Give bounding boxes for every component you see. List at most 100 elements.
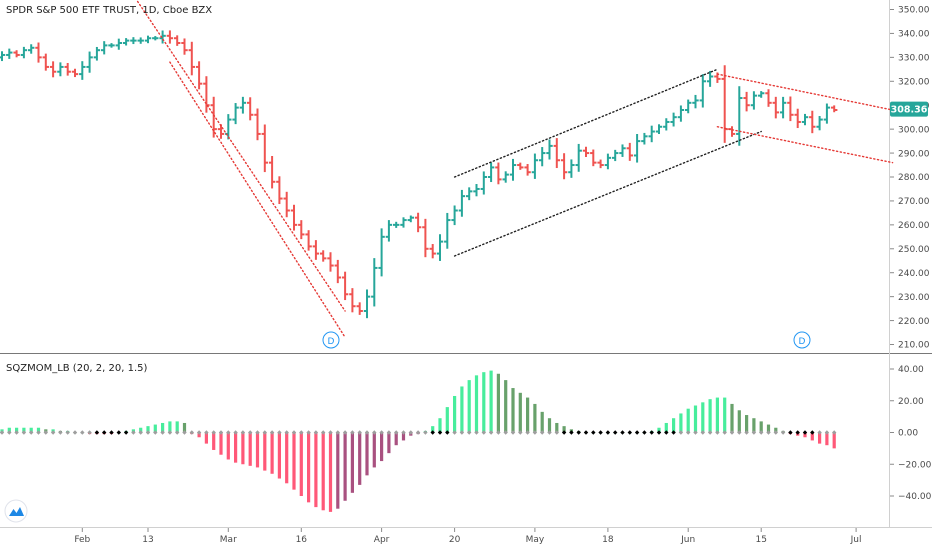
ohlc-bar — [35, 42, 42, 63]
squeeze-off-dot — [737, 430, 742, 435]
ohlc-bar — [794, 108, 801, 129]
price-bars-layer — [0, 30, 838, 319]
ohlc-bar — [553, 138, 560, 169]
squeeze-off-dot — [233, 430, 238, 435]
indicator-pane[interactable] — [0, 354, 890, 527]
ohlc-bar — [765, 89, 772, 107]
squeeze-off-dot — [350, 430, 355, 435]
indicator-tick-label: 20.00 — [898, 397, 924, 407]
histogram-bar — [153, 424, 157, 433]
ohlc-bar — [305, 230, 312, 251]
squeeze-off-dot — [335, 430, 340, 435]
price-tick-label: 290.00 — [898, 149, 930, 159]
ohlc-bar — [831, 105, 838, 113]
last-price-badge-text: 308.36 — [891, 105, 928, 116]
squeeze-on-dot — [561, 430, 567, 435]
squeeze-off-dot — [306, 430, 311, 435]
ohlc-bar — [750, 91, 758, 110]
ohlc-bar — [101, 41, 108, 55]
indicator-axis[interactable]: 40.00 20.00 0.00 −20.00 −40.00 — [890, 365, 932, 502]
histogram-bar — [182, 422, 187, 433]
ohlc-bar — [385, 220, 393, 242]
squeeze-off-dot — [175, 430, 180, 435]
price-tick-label: 350.00 — [898, 6, 930, 16]
histogram-bar — [380, 432, 384, 462]
histogram-bar — [657, 427, 661, 433]
histogram-bar — [533, 403, 537, 433]
squeeze-on-dot — [788, 430, 793, 435]
histogram-bar — [803, 432, 807, 438]
histogram-bar — [745, 415, 749, 433]
squeeze-off-dot — [313, 430, 319, 435]
time-tick-label: Jun — [680, 535, 695, 545]
histogram-bar — [496, 373, 500, 433]
histogram-bar — [146, 426, 150, 433]
price-tick-label: 280.00 — [898, 173, 930, 183]
histogram-bar — [175, 421, 179, 433]
ohlc-bar — [217, 124, 225, 139]
squeeze-off-dot — [744, 430, 749, 435]
ohlc-bar — [159, 30, 166, 44]
ohlc-bar — [363, 289, 371, 319]
trendline — [716, 126, 894, 164]
ohlc-bar — [188, 41, 195, 76]
histogram-bar — [29, 427, 33, 433]
dividend-marker-circle[interactable] — [793, 331, 811, 349]
squeeze-off-dot — [342, 430, 348, 435]
ohlc-bar — [247, 97, 254, 121]
ohlc-bar — [641, 132, 648, 145]
price-axis[interactable]: 350.00340.00330.00320.00310.00300.00290.… — [890, 6, 930, 351]
squeeze-on-dot — [430, 430, 435, 435]
trendlines-layer[interactable] — [133, 0, 894, 339]
indicator-title[interactable]: SQZMOM_LB (20, 2, 20, 1.5) — [6, 363, 147, 374]
histogram-bar — [263, 432, 267, 471]
histogram-bar — [489, 370, 493, 433]
dividend-marker-2[interactable]: D — [793, 331, 811, 349]
squeeze-on-dot — [116, 430, 121, 435]
squeeze-off-dot — [532, 430, 538, 435]
ohlc-bar — [677, 105, 685, 122]
indicator-tick-label: −20.00 — [898, 460, 932, 470]
squeeze-off-dot — [291, 430, 297, 435]
ohlc-bar — [582, 146, 590, 158]
trendline — [169, 61, 346, 339]
time-axis[interactable]: Feb 13 Mar 16 Apr 20 May 18 Jun 15 Jul — [74, 528, 862, 545]
time-tick-label: 16 — [296, 535, 308, 545]
squeeze-off-dot — [284, 430, 289, 435]
dividend-marker-1[interactable]: D — [322, 331, 340, 349]
trendline — [135, 0, 346, 312]
ohlc-bar — [663, 118, 670, 131]
histogram-bar — [15, 427, 19, 433]
ohlc-bar — [71, 68, 79, 78]
squeeze-off-dot — [262, 430, 267, 435]
squeeze-off-dot — [218, 430, 224, 435]
histogram-bar — [270, 432, 274, 474]
histogram-bar — [336, 432, 340, 509]
squeeze-off-dot — [766, 430, 771, 435]
ohlc-bar — [115, 38, 122, 50]
squeeze-on-dot — [123, 430, 129, 435]
ohlc-bar — [79, 61, 86, 80]
squeeze-off-dot — [729, 430, 735, 435]
squeeze-off-dot — [226, 430, 231, 435]
squeeze-off-dot — [58, 430, 63, 435]
histogram-bar — [358, 432, 362, 485]
histogram-bar — [693, 405, 698, 433]
ohlc-bar — [20, 46, 28, 59]
histogram-bar — [708, 399, 712, 433]
price-tick-label: 230.00 — [898, 293, 930, 303]
squeeze-off-dot — [467, 430, 472, 435]
histogram-layer — [0, 370, 836, 512]
squeeze-off-dot — [540, 430, 545, 435]
histogram-bar — [168, 421, 172, 433]
dividend-marker-circle[interactable] — [322, 331, 340, 349]
ohlc-bar — [400, 217, 407, 228]
last-price-badge: 308.36 — [890, 101, 928, 117]
price-pane[interactable] — [0, 0, 890, 353]
ohlc-bar — [312, 240, 320, 260]
squeeze-off-dot — [211, 430, 216, 435]
tradingview-logo-icon[interactable] — [4, 499, 28, 523]
squeeze-off-dot — [554, 430, 559, 435]
squeeze-off-dot — [547, 430, 552, 435]
